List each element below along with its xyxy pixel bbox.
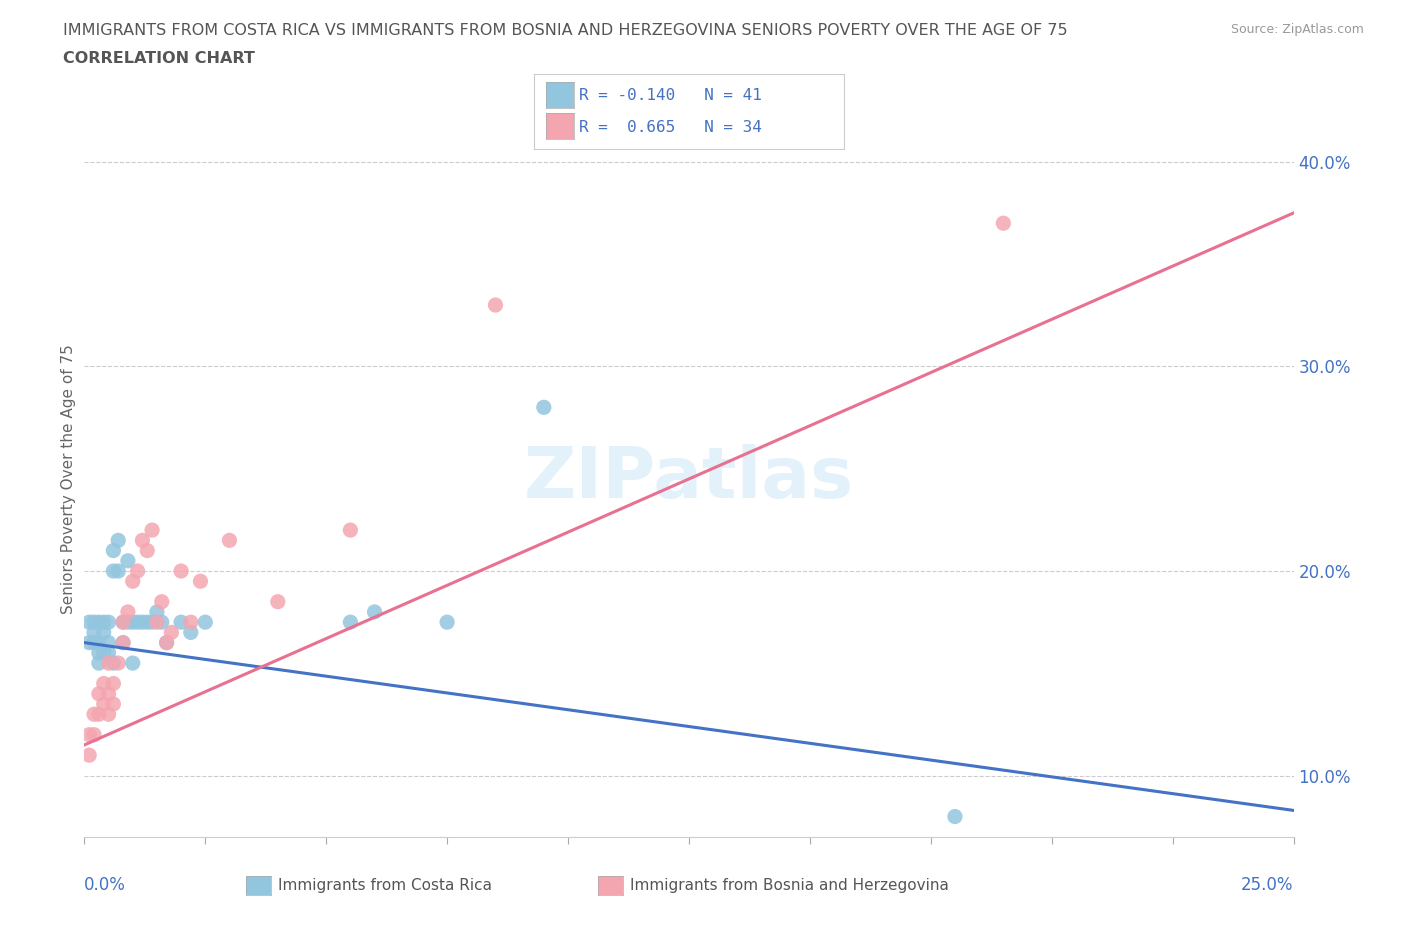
Point <box>87 615 110 630</box>
Point <box>112 615 135 630</box>
Point <box>339 523 361 538</box>
Point <box>180 615 202 630</box>
Point <box>77 635 100 650</box>
Point <box>136 543 159 558</box>
Point <box>943 809 966 824</box>
Point <box>170 615 193 630</box>
Point <box>97 656 120 671</box>
Point <box>83 625 105 640</box>
Point <box>103 676 125 691</box>
Point <box>93 697 115 711</box>
Point <box>103 697 125 711</box>
Point <box>533 400 555 415</box>
Text: CORRELATION CHART: CORRELATION CHART <box>63 51 254 66</box>
Point <box>83 707 105 722</box>
Point <box>141 523 163 538</box>
Point <box>160 625 183 640</box>
Point <box>87 635 110 650</box>
Point <box>180 625 202 640</box>
Text: 25.0%: 25.0% <box>1241 876 1294 894</box>
Point <box>121 615 143 630</box>
Point <box>363 604 385 619</box>
Point <box>484 298 506 312</box>
Point <box>103 564 125 578</box>
Point <box>107 656 129 671</box>
Point <box>97 615 120 630</box>
Point <box>136 615 159 630</box>
Point <box>150 615 173 630</box>
Point <box>112 635 135 650</box>
Point <box>97 635 120 650</box>
Point <box>436 615 458 630</box>
Point <box>93 625 115 640</box>
Point <box>117 553 139 568</box>
Point <box>146 615 169 630</box>
Point <box>155 635 177 650</box>
Text: Immigrants from Bosnia and Herzegovina: Immigrants from Bosnia and Herzegovina <box>630 878 949 893</box>
Point <box>170 564 193 578</box>
Text: R = -0.140   N = 41: R = -0.140 N = 41 <box>579 88 762 103</box>
Point <box>121 574 143 589</box>
Point <box>150 594 173 609</box>
Point <box>131 615 153 630</box>
Point <box>87 656 110 671</box>
Point <box>103 543 125 558</box>
Point <box>97 645 120 660</box>
Point <box>83 727 105 742</box>
Point <box>93 615 115 630</box>
Point <box>103 656 125 671</box>
Point <box>194 615 217 630</box>
Y-axis label: Seniors Poverty Over the Age of 75: Seniors Poverty Over the Age of 75 <box>60 344 76 614</box>
Point <box>267 594 290 609</box>
Point <box>131 533 153 548</box>
Point <box>339 615 361 630</box>
Point <box>87 645 110 660</box>
Text: ZIPatlas: ZIPatlas <box>524 445 853 513</box>
Point <box>77 727 100 742</box>
Point <box>141 615 163 630</box>
Point <box>107 564 129 578</box>
Point <box>97 686 120 701</box>
Text: R =  0.665   N = 34: R = 0.665 N = 34 <box>579 120 762 135</box>
Point <box>77 748 100 763</box>
Point <box>127 615 149 630</box>
Text: Immigrants from Costa Rica: Immigrants from Costa Rica <box>278 878 492 893</box>
Text: 0.0%: 0.0% <box>84 876 127 894</box>
Text: IMMIGRANTS FROM COSTA RICA VS IMMIGRANTS FROM BOSNIA AND HERZEGOVINA SENIORS POV: IMMIGRANTS FROM COSTA RICA VS IMMIGRANTS… <box>63 23 1069 38</box>
Point <box>87 707 110 722</box>
Point <box>121 656 143 671</box>
Point <box>77 615 100 630</box>
Point <box>146 604 169 619</box>
Point <box>83 635 105 650</box>
Point <box>993 216 1015 231</box>
Point <box>112 635 135 650</box>
Point <box>190 574 212 589</box>
Point <box>155 635 177 650</box>
Point <box>117 604 139 619</box>
Point <box>112 615 135 630</box>
Text: Source: ZipAtlas.com: Source: ZipAtlas.com <box>1230 23 1364 36</box>
Point <box>218 533 240 548</box>
Point <box>117 615 139 630</box>
Point <box>97 707 120 722</box>
Point <box>83 615 105 630</box>
Point <box>127 564 149 578</box>
Point <box>87 686 110 701</box>
Point <box>93 645 115 660</box>
Point <box>93 676 115 691</box>
Point <box>107 533 129 548</box>
